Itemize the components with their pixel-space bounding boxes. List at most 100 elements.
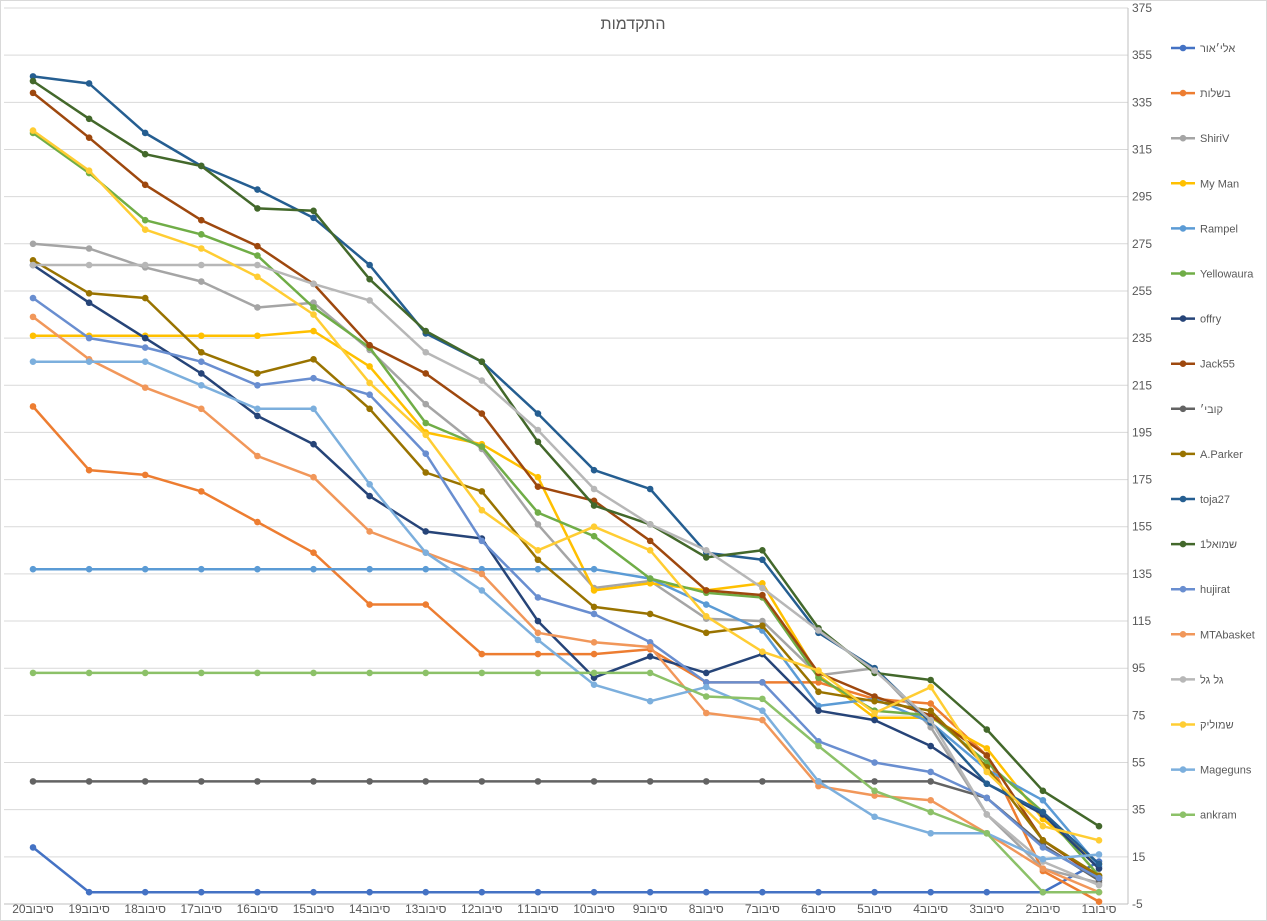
data-point bbox=[254, 242, 261, 250]
y-tick-label: 95 bbox=[1132, 661, 1146, 675]
data-point bbox=[759, 556, 766, 564]
data-point bbox=[927, 796, 934, 804]
legend: אלי׳אור בשלות ShiriV My Man Rampel Yellowaura… bbox=[1171, 42, 1255, 822]
data-point bbox=[590, 485, 598, 493]
series-group bbox=[29, 403, 1103, 905]
data-point bbox=[254, 304, 261, 311]
legend-entry: אלי׳אור bbox=[1171, 42, 1235, 55]
series-line bbox=[32, 80, 1100, 828]
data-point bbox=[366, 669, 373, 677]
data-point bbox=[927, 716, 934, 724]
series-line bbox=[32, 129, 1100, 842]
y-tick-label: 355 bbox=[1132, 48, 1152, 62]
x-tick-label: סיבוב2 bbox=[1025, 902, 1060, 916]
data-point bbox=[254, 273, 261, 281]
data-point bbox=[759, 648, 766, 656]
legend-entry: MTAbasket bbox=[1171, 629, 1255, 641]
data-point bbox=[85, 299, 93, 307]
legend-marker bbox=[1179, 315, 1187, 322]
data-point bbox=[310, 304, 317, 311]
legend-marker bbox=[1179, 631, 1187, 638]
data-point bbox=[871, 759, 878, 766]
data-point bbox=[422, 888, 430, 896]
data-point bbox=[366, 601, 373, 608]
data-point bbox=[366, 888, 373, 896]
data-point bbox=[759, 695, 766, 703]
data-point bbox=[310, 669, 317, 677]
data-point bbox=[1095, 822, 1103, 830]
legend-marker bbox=[1179, 89, 1187, 97]
data-point bbox=[646, 537, 654, 545]
series-group bbox=[29, 565, 1103, 870]
x-tick-label: סיבוב10 bbox=[573, 902, 615, 916]
data-point bbox=[590, 888, 598, 896]
data-point bbox=[871, 716, 878, 724]
data-point bbox=[759, 547, 766, 554]
data-point bbox=[927, 829, 934, 837]
data-point bbox=[871, 813, 878, 821]
data-point bbox=[198, 231, 205, 238]
data-point bbox=[310, 473, 317, 481]
data-point bbox=[198, 278, 205, 285]
data-point bbox=[254, 669, 261, 677]
data-point bbox=[1039, 888, 1047, 896]
data-point bbox=[85, 888, 93, 896]
data-point bbox=[422, 601, 430, 608]
data-point bbox=[927, 778, 934, 785]
data-point bbox=[590, 603, 598, 611]
data-point bbox=[141, 216, 149, 224]
series-group bbox=[29, 73, 1103, 868]
data-point bbox=[198, 245, 205, 252]
data-point bbox=[422, 370, 430, 377]
data-point bbox=[29, 565, 37, 573]
data-point bbox=[366, 275, 373, 283]
data-point bbox=[29, 669, 37, 677]
data-point bbox=[646, 610, 654, 618]
data-point bbox=[534, 669, 542, 677]
series-group bbox=[29, 129, 1103, 880]
data-point bbox=[198, 358, 205, 365]
data-point bbox=[815, 667, 822, 674]
data-point bbox=[85, 466, 93, 474]
data-point bbox=[927, 676, 934, 684]
legend-entry: ankram bbox=[1171, 810, 1237, 822]
data-point bbox=[366, 492, 373, 500]
data-point bbox=[198, 778, 205, 785]
data-point bbox=[198, 888, 205, 896]
legend-marker bbox=[1179, 811, 1187, 818]
data-point bbox=[141, 358, 149, 365]
data-point bbox=[366, 778, 373, 785]
x-tick-label: סיבוב6 bbox=[801, 902, 836, 916]
data-point bbox=[927, 707, 934, 714]
data-point bbox=[141, 778, 149, 785]
legend-label: גל גל bbox=[1200, 673, 1224, 686]
data-point bbox=[29, 256, 37, 264]
y-tick-label: 135 bbox=[1132, 567, 1152, 581]
data-point bbox=[29, 127, 37, 134]
data-point bbox=[815, 674, 822, 681]
data-point bbox=[478, 888, 486, 896]
data-point bbox=[141, 384, 149, 391]
data-point bbox=[646, 521, 654, 528]
data-point bbox=[310, 356, 317, 363]
data-point bbox=[590, 532, 598, 540]
data-point bbox=[478, 570, 486, 578]
data-point bbox=[871, 697, 878, 705]
data-point bbox=[29, 73, 37, 80]
data-point bbox=[759, 679, 766, 686]
gridlines bbox=[4, 7, 1128, 905]
data-point bbox=[29, 294, 37, 302]
data-point bbox=[310, 778, 317, 785]
data-point bbox=[534, 556, 542, 564]
data-point bbox=[815, 707, 822, 714]
series-line bbox=[32, 296, 1100, 880]
data-point bbox=[534, 888, 542, 896]
series-line bbox=[32, 315, 1100, 894]
data-point bbox=[759, 591, 766, 599]
data-point bbox=[478, 377, 486, 384]
data-point bbox=[422, 348, 430, 356]
data-point bbox=[534, 617, 542, 625]
data-point bbox=[590, 466, 598, 474]
data-point bbox=[85, 334, 93, 342]
data-point bbox=[29, 844, 37, 851]
